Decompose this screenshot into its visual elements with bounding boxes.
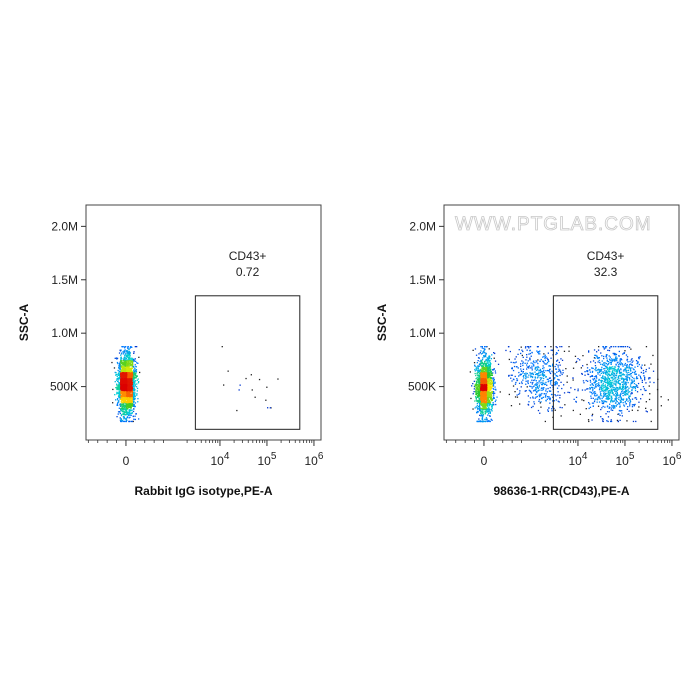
chart-1: CD43+ 0.72 500K 1.0M 1.5M 2.0M 0 104 105 106 Rabbi… [17,204,324,498]
y-tick-label: 1.0M [409,326,436,340]
x-tick-label: 0 [481,454,488,468]
x-tick-label: 106 [662,451,681,468]
y-tick-label: 1.5M [409,273,436,287]
y-tick-label: 1.0M [51,326,78,340]
watermark: WWW.PTGLAB.COM [455,214,652,235]
gate-rectangle[interactable] [552,295,659,430]
gate-percent: 0.72 [236,265,260,279]
gate-name: CD43+ [587,249,625,263]
y-axis-title: SSC-A [17,304,31,342]
y-tick-label: 500K [50,380,78,394]
x-tick-label: 104 [568,451,587,468]
x-tick-label: 0 [123,454,130,468]
x-tick-label: 105 [615,451,634,468]
y-tick-label: 2.0M [51,219,78,233]
y-tick-label: 500K [408,380,436,394]
x-tick-label: 105 [257,451,276,468]
chart-2: CD43+ 32.3 500K 1.0M 1.5M 2.0M 0 104 105 106 98636… [375,204,682,498]
event-dots [111,346,279,423]
gate-rectangle[interactable] [194,295,301,430]
gate-name: CD43+ [229,249,267,263]
y-axis-title: SSC-A [375,304,389,342]
x-axis-title: 98636-1-RR(CD43),PE-A [493,484,629,498]
x-tick-label: 106 [304,451,323,468]
event-dots [469,346,669,423]
x-axis-title: Rabbit IgG isotype,PE-A [134,484,272,498]
y-tick-label: 1.5M [51,273,78,287]
gate-percent: 32.3 [594,265,618,279]
x-tick-label: 104 [210,451,229,468]
y-tick-label: 2.0M [409,219,436,233]
